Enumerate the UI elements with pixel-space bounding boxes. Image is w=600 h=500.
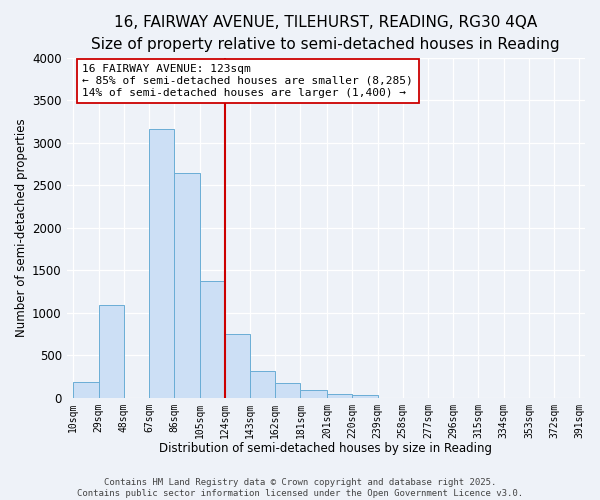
Bar — [225, 334, 250, 398]
Bar — [301, 390, 327, 398]
Bar — [73, 382, 98, 398]
Bar — [352, 395, 377, 398]
Text: 16 FAIRWAY AVENUE: 123sqm
← 85% of semi-detached houses are smaller (8,285)
14% : 16 FAIRWAY AVENUE: 123sqm ← 85% of semi-… — [82, 64, 413, 98]
Title: 16, FAIRWAY AVENUE, TILEHURST, READING, RG30 4QA
Size of property relative to se: 16, FAIRWAY AVENUE, TILEHURST, READING, … — [91, 15, 560, 52]
Bar — [174, 173, 200, 398]
Bar — [149, 130, 174, 398]
Bar — [327, 394, 352, 398]
Bar — [98, 304, 124, 398]
Bar — [275, 383, 301, 398]
X-axis label: Distribution of semi-detached houses by size in Reading: Distribution of semi-detached houses by … — [159, 442, 492, 455]
Text: Contains HM Land Registry data © Crown copyright and database right 2025.
Contai: Contains HM Land Registry data © Crown c… — [77, 478, 523, 498]
Y-axis label: Number of semi-detached properties: Number of semi-detached properties — [15, 118, 28, 337]
Bar — [250, 372, 275, 398]
Bar — [200, 281, 225, 398]
